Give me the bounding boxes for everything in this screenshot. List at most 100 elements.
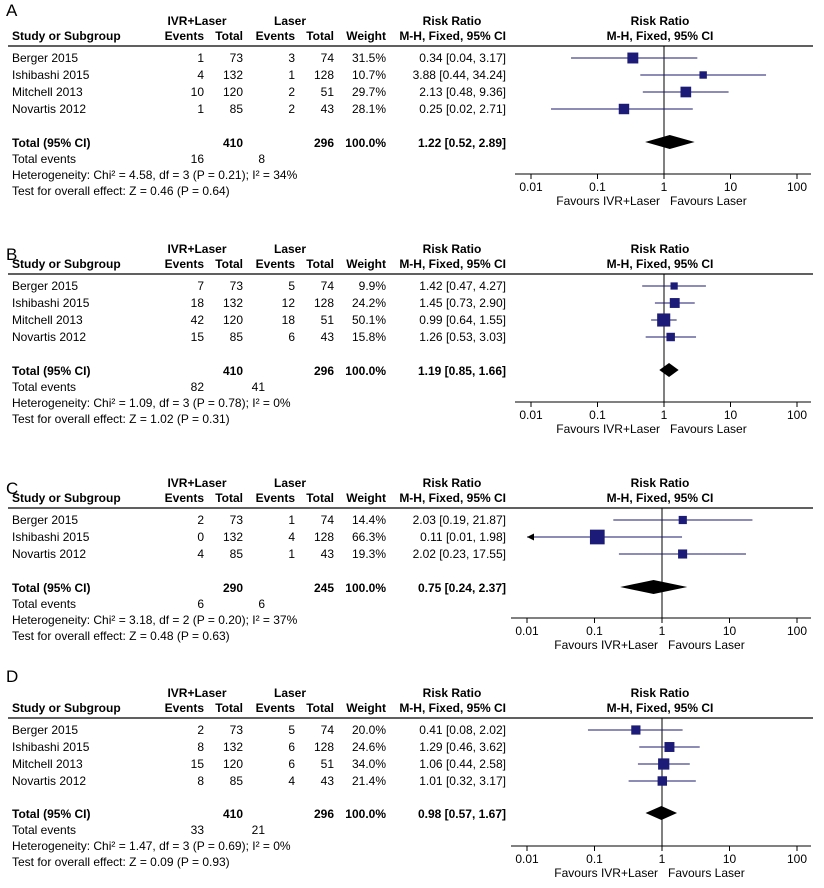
group2-header: Laser [274,686,306,700]
total-ivr-laser: 85 [230,102,244,116]
events-ivr-laser: 4 [197,547,204,561]
x-axis-tick-label: 1 [659,624,666,638]
study-column-header: Study or Subgroup [12,701,121,715]
total-ivr-laser: 132 [223,530,243,544]
group2-header: Laser [274,14,306,28]
total-events-ivr-laser: 6 [197,597,204,611]
events-laser: 12 [282,296,296,310]
events2-column-header: Events [256,491,296,505]
x-axis-tick-label: 10 [723,852,737,866]
plot-method-header: M-H, Fixed, 95% CI [607,257,714,271]
risk-ratio-ci: 2.13 [0.48, 9.36] [419,85,506,99]
total-n-ivr-laser: 410 [223,807,243,821]
plot-method-header: M-H, Fixed, 95% CI [607,29,714,43]
weight-column-header: Weight [346,701,386,715]
effect-square [678,515,687,525]
events-laser: 1 [288,513,295,527]
x-axis-tick-label: 0.1 [586,624,603,638]
group1-header: IVR+Laser [167,686,226,700]
group1-header: IVR+Laser [167,476,226,490]
effect-square [669,298,680,308]
events-laser: 5 [288,723,295,737]
events-ivr-laser: 10 [191,85,205,99]
events-ivr-laser: 7 [197,279,204,293]
risk-ratio-ci: 0.25 [0.02, 2.71] [419,102,506,116]
events1-column-header: Events [165,701,205,715]
events1-column-header: Events [165,257,205,271]
effect-square [657,313,671,327]
study-row: Berger 2015 2 73 1 74 14.4% 2.03 [0.19, 21.87] [12,513,753,527]
x-axis-tick-label: 0.1 [589,408,606,422]
events1-column-header: Events [165,491,205,505]
total-weight: 100.0% [345,364,386,378]
total-n-ivr-laser: 290 [223,581,243,595]
events-laser: 5 [288,279,295,293]
total-laser: 43 [321,102,335,116]
events-ivr-laser: 15 [191,330,205,344]
effect-square [657,776,668,786]
total-laser: 43 [321,774,335,788]
effect-square [618,103,630,115]
x-axis-tick-label: 0.01 [515,624,539,638]
study-name: Mitchell 2013 [12,85,83,99]
study-row: Novartis 2012 15 85 6 43 15.8% 1.26 [0.53, 3.0… [12,330,697,344]
effect-square [664,742,675,752]
x-axis-tick-label: 10 [724,180,738,194]
total-row: Total (95% CI) 410 296 100.0% 1.19 [0.85, 1.… [12,363,679,378]
events-laser: 18 [282,313,296,327]
total-events-label: Total events [12,380,76,394]
events1-column-header: Events [165,29,205,43]
study-weight: 29.7% [352,85,386,99]
risk-ratio-ci: 1.45 [0.73, 2.90] [419,296,506,310]
total-ivr-laser: 73 [230,723,244,737]
effect-square [678,549,688,559]
events-ivr-laser: 4 [197,68,204,82]
study-weight: 28.1% [352,102,386,116]
study-row: Novartis 2012 1 85 2 43 28.1% 0.25 [0.02, 2.71… [12,102,693,116]
x-axis-tick-label: 10 [724,408,738,422]
events-ivr-laser: 8 [197,774,204,788]
favours-laser-label: Favours Laser [668,638,745,652]
total-risk-ratio-ci: 0.75 [0.24, 2.37] [418,581,506,595]
total-laser: 51 [321,757,335,771]
total-laser: 128 [314,296,334,310]
study-weight: 19.3% [352,547,386,561]
plot-method-header: M-H, Fixed, 95% CI [607,491,714,505]
weight-column-header: Weight [346,257,386,271]
study-name: Novartis 2012 [12,774,86,788]
total-laser: 43 [321,330,335,344]
total-ivr-laser: 85 [230,547,244,561]
study-row: Mitchell 2013 15 120 6 51 34.0% 1.06 [0.44, 2.… [12,757,690,771]
total-weight: 100.0% [345,581,386,595]
x-axis-tick-label: 100 [787,852,807,866]
study-name: Ishibashi 2015 [12,296,90,310]
plot-method-header: M-H, Fixed, 95% CI [607,701,714,715]
study-name: Mitchell 2013 [12,313,83,327]
total-laser: 51 [321,313,335,327]
risk-ratio-ci: 0.99 [0.64, 1.55] [419,313,506,327]
x-axis-tick-label: 0.1 [589,180,606,194]
events-ivr-laser: 42 [191,313,205,327]
events-ivr-laser: 1 [197,102,204,116]
study-name: Novartis 2012 [12,330,86,344]
heterogeneity-text: Heterogeneity: Chi² = 3.18, df = 2 (P = … [12,613,298,627]
group1-header: IVR+Laser [167,14,226,28]
total-risk-ratio-ci: 1.22 [0.52, 2.89] [418,136,506,150]
total-risk-ratio-ci: 0.98 [0.57, 1.67] [418,807,506,821]
total-events-laser: 8 [258,152,265,166]
effect-square [658,758,670,770]
total-laser: 43 [321,547,335,561]
study-weight: 9.9% [359,279,387,293]
events-laser: 2 [288,85,295,99]
study-column-header: Study or Subgroup [12,491,121,505]
total-laser: 128 [314,530,334,544]
risk-ratio-header: Risk Ratio [423,476,482,490]
total-laser: 51 [321,85,335,99]
panel-D: D IVR+Laser Laser Risk Ratio Risk Ratio Study… [6,667,813,880]
study-row: Novartis 2012 8 85 4 43 21.4% 1.01 [0.32, 3.17… [12,774,696,788]
events-laser: 4 [288,530,295,544]
effect-square [589,529,605,545]
method-column-header: M-H, Fixed, 95% CI [399,491,506,505]
total-laser: 128 [314,740,334,754]
